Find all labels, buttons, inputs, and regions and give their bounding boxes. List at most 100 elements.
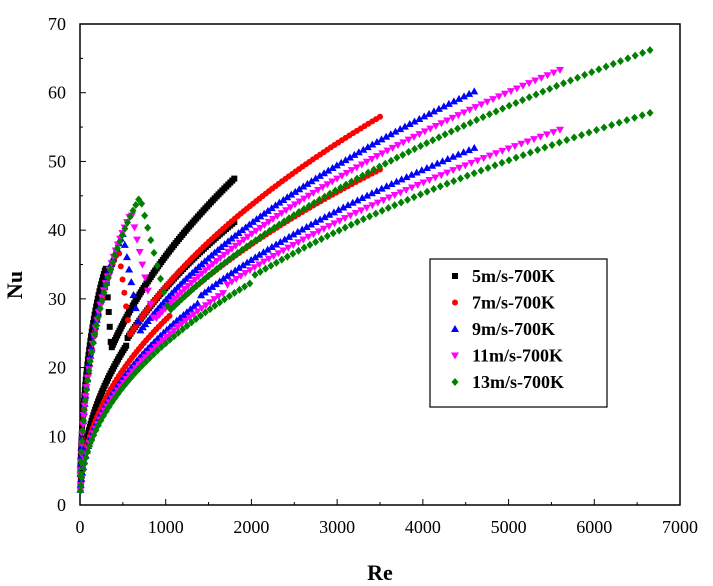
- data-point: [123, 342, 130, 349]
- data-point: [277, 210, 286, 218]
- legend-label: 7m/s-700K: [472, 293, 555, 313]
- data-point: [314, 228, 323, 236]
- data-point: [588, 68, 596, 77]
- data-point: [309, 231, 318, 239]
- data-point: [351, 209, 360, 217]
- data-point: [323, 232, 331, 241]
- data-point: [221, 258, 229, 267]
- data-point: [553, 82, 561, 91]
- data-point: [499, 104, 507, 113]
- data-point: [270, 223, 278, 232]
- data-point: [183, 321, 191, 330]
- data-point: [373, 199, 382, 207]
- legend-label: 13m/s-700K: [472, 372, 564, 392]
- data-point: [405, 147, 413, 156]
- data-point: [328, 178, 337, 186]
- data-point: [256, 267, 264, 276]
- data-point: [88, 328, 95, 335]
- data-point: [431, 122, 440, 130]
- data-point: [289, 249, 297, 258]
- data-point: [412, 168, 421, 176]
- data-point: [134, 361, 143, 369]
- data-point: [549, 129, 558, 137]
- data-point: [151, 343, 160, 351]
- data-point: [492, 107, 500, 116]
- data-point: [264, 218, 273, 226]
- y-tick-label: 50: [48, 151, 66, 171]
- data-point: [310, 198, 318, 207]
- data-point: [541, 143, 549, 152]
- data-point: [631, 113, 639, 122]
- data-point: [320, 169, 329, 177]
- data-point: [247, 239, 255, 248]
- data-point: [457, 174, 465, 183]
- data-point: [530, 136, 539, 144]
- data-point: [525, 80, 534, 88]
- data-point: [299, 236, 308, 244]
- data-point: [534, 146, 542, 155]
- data-point: [328, 163, 337, 171]
- data-point: [177, 320, 186, 328]
- data-point: [646, 46, 654, 55]
- data-point: [223, 281, 232, 289]
- data-point: [595, 65, 603, 74]
- data-point: [347, 167, 356, 175]
- data-point: [443, 179, 451, 188]
- data-point: [100, 271, 107, 278]
- data-point: [211, 301, 219, 310]
- data-point: [350, 150, 359, 158]
- data-point: [85, 366, 93, 375]
- data-point: [130, 224, 139, 232]
- data-point: [358, 194, 367, 202]
- data-point: [284, 232, 293, 240]
- data-point: [512, 153, 520, 162]
- data-point: [118, 231, 126, 240]
- data-point: [438, 157, 447, 165]
- data-point: [345, 153, 354, 161]
- x-tick-label: 3000: [319, 517, 355, 537]
- data-point: [280, 235, 289, 243]
- data-point: [234, 249, 242, 258]
- data-point: [331, 186, 339, 195]
- data-point: [312, 237, 320, 246]
- data-point: [631, 51, 639, 60]
- data-point: [300, 243, 308, 252]
- data-point: [420, 128, 429, 136]
- data-point: [129, 206, 137, 215]
- data-point: [506, 88, 515, 96]
- data-point: [357, 207, 366, 215]
- data-point: [417, 190, 425, 199]
- data-point: [125, 265, 134, 273]
- data-point: [396, 125, 405, 133]
- data-point: [150, 350, 158, 359]
- data-point: [443, 169, 452, 177]
- data-point: [519, 96, 527, 105]
- data-point: [372, 137, 381, 145]
- series-3: [76, 87, 479, 493]
- data-point: [602, 62, 610, 71]
- data-point: [498, 158, 506, 167]
- data-point: [291, 187, 300, 195]
- data-point: [574, 73, 582, 82]
- legend-marker: [452, 299, 458, 306]
- data-point: [337, 183, 345, 192]
- data-point: [282, 207, 291, 215]
- data-point: [435, 133, 443, 142]
- data-point: [269, 253, 278, 261]
- legend-box: [429, 258, 608, 408]
- data-point: [399, 150, 407, 159]
- data-point: [366, 212, 374, 221]
- x-tick-label: 4000: [405, 517, 441, 537]
- data-point: [86, 342, 93, 349]
- data-point: [419, 179, 428, 187]
- data-point: [121, 224, 129, 233]
- data-point: [426, 125, 435, 133]
- data-point: [437, 120, 446, 128]
- data-point: [537, 74, 546, 82]
- data-point: [393, 153, 401, 162]
- data-point: [359, 215, 367, 224]
- data-point: [155, 340, 164, 348]
- data-point: [248, 217, 257, 225]
- data-point: [256, 212, 265, 220]
